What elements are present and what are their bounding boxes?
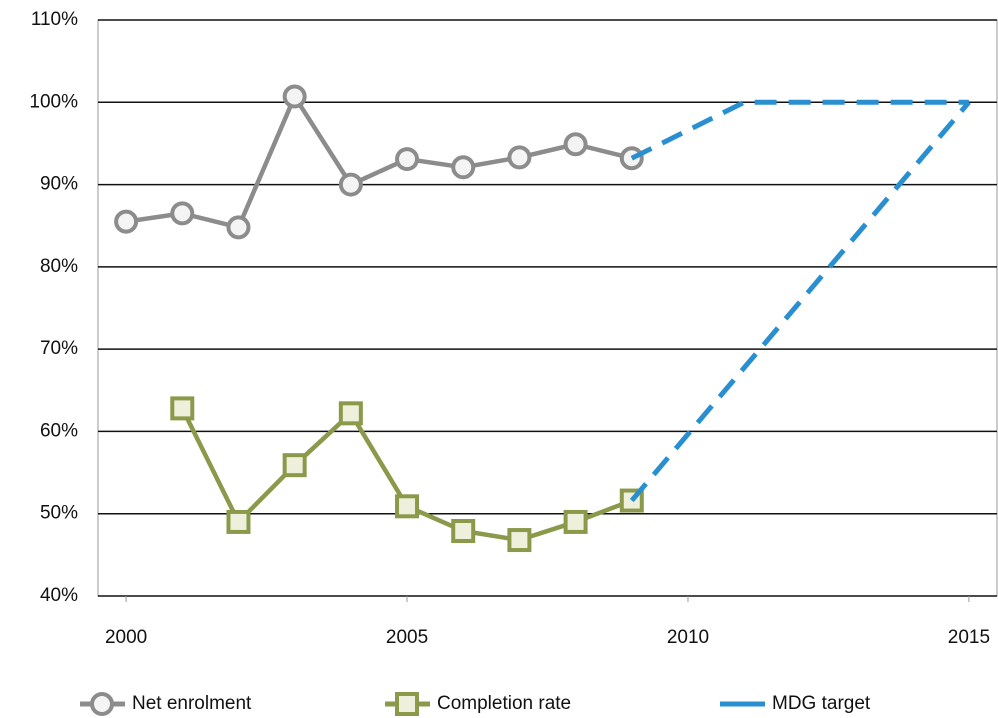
y-tick-label: 50% [40, 503, 78, 524]
y-tick-label: 90% [40, 174, 78, 195]
x-tick-label: 2015 [948, 627, 990, 648]
data-point [226, 509, 251, 534]
data-point [338, 172, 363, 197]
legend-marker [395, 692, 419, 716]
series-line [629, 99, 971, 503]
y-tick-label: 40% [40, 585, 78, 606]
data-point [451, 155, 476, 180]
series-line [125, 94, 633, 230]
legend-item: MDG target [720, 693, 871, 714]
data-point [507, 145, 532, 170]
data-point [507, 528, 532, 553]
data-point [282, 84, 307, 109]
x-tick-label: 2005 [386, 627, 428, 648]
data-point [170, 396, 195, 421]
data-point [563, 509, 588, 534]
data-point [170, 201, 195, 226]
legend-label: Net enrolment [132, 693, 252, 714]
data-point [338, 401, 363, 426]
x-tick-label: 2010 [667, 627, 709, 648]
data-point [282, 453, 307, 478]
legend-marker [90, 692, 114, 716]
legend-item: Completion rate [385, 692, 571, 716]
y-tick-label: 80% [40, 256, 78, 277]
data-point [114, 209, 139, 234]
data-point [395, 494, 420, 519]
data-point [451, 518, 476, 543]
legend-label: Completion rate [437, 693, 571, 714]
data-point [226, 215, 251, 240]
data-point [395, 147, 420, 172]
plot-area [97, 19, 998, 597]
data-point [563, 132, 588, 157]
y-tick-label: 70% [40, 338, 78, 359]
legend-item: Net enrolment [80, 692, 252, 716]
y-tick-label: 110% [31, 9, 78, 30]
y-tick-label: 100% [29, 91, 78, 112]
x-tick-label: 2000 [105, 627, 147, 648]
legend-label: MDG target [772, 693, 871, 714]
y-tick-label: 60% [40, 420, 78, 441]
